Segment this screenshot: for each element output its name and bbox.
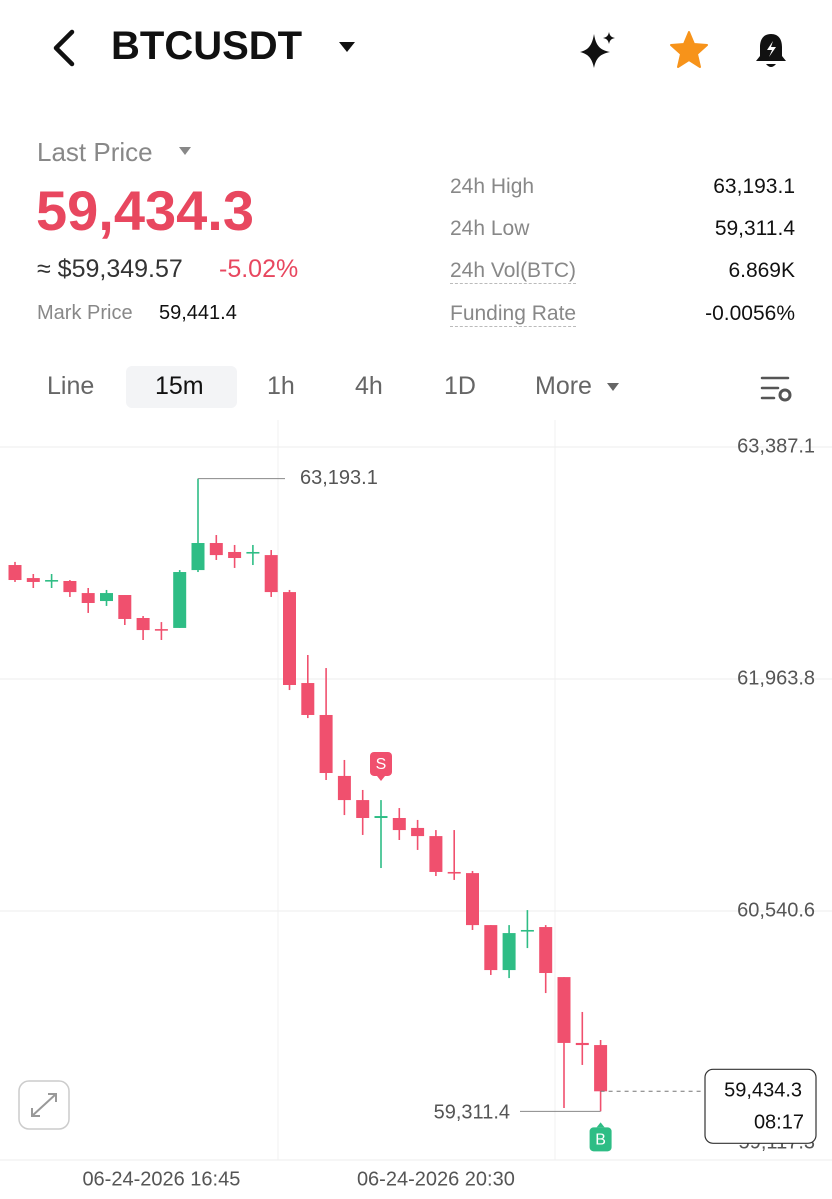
candle-body bbox=[356, 800, 370, 818]
marker-label: S bbox=[376, 756, 387, 773]
candle-body bbox=[539, 927, 553, 974]
last-price: 59,434.3 bbox=[36, 179, 254, 242]
last-price-label: 59,434.3 bbox=[724, 1080, 802, 1102]
marker-pointer bbox=[596, 1122, 605, 1128]
last-price-dropdown[interactable] bbox=[178, 146, 192, 156]
candle-body bbox=[191, 543, 205, 571]
stat-value: 63,193.1 bbox=[713, 175, 795, 198]
y-tick-label: 63,387.1 bbox=[737, 435, 815, 457]
candle-body bbox=[26, 578, 40, 582]
mark-price: 59,441.4 bbox=[159, 302, 237, 324]
tab[interactable]: 1h bbox=[267, 372, 295, 400]
stat-value: 6.869K bbox=[728, 259, 795, 282]
candle-body bbox=[392, 817, 406, 831]
last-price-box bbox=[704, 1068, 817, 1144]
candle-body bbox=[429, 836, 443, 872]
candle-body bbox=[136, 617, 150, 631]
candle-body bbox=[557, 977, 571, 1043]
candle-body bbox=[118, 595, 132, 619]
candle-body bbox=[154, 629, 168, 631]
candle-body bbox=[502, 933, 516, 971]
last-price-label[interactable]: Last Price bbox=[37, 137, 153, 167]
symbol-dropdown[interactable] bbox=[337, 40, 357, 54]
candle-body bbox=[447, 871, 461, 874]
candle-body bbox=[246, 551, 260, 554]
trade-marker: B bbox=[589, 1122, 612, 1152]
tab-selected[interactable]: 15m bbox=[155, 372, 204, 400]
stat-label[interactable]: 24h Vol(BTC) bbox=[450, 259, 577, 284]
marker-pointer bbox=[377, 775, 385, 781]
marker-badge bbox=[589, 1127, 612, 1152]
stat-label[interactable]: Funding Rate bbox=[450, 302, 577, 327]
tab[interactable]: 4h bbox=[355, 372, 383, 400]
stat-label: 24h High bbox=[450, 175, 535, 198]
candle-body bbox=[63, 580, 77, 593]
alert-bell[interactable] bbox=[752, 30, 790, 70]
candle-body bbox=[283, 592, 296, 685]
candle-body bbox=[264, 555, 278, 593]
y-tick-label: 61,963.8 bbox=[737, 667, 815, 689]
candle-body bbox=[319, 714, 333, 774]
more-dropdown[interactable] bbox=[606, 382, 620, 392]
candle-body bbox=[466, 873, 479, 926]
min-label: 59,311.4 bbox=[434, 1102, 510, 1124]
stat-label: 24h Low bbox=[450, 217, 530, 240]
tab[interactable]: 1D bbox=[444, 372, 476, 400]
countdown: 08:17 bbox=[754, 1112, 804, 1134]
ai-icon[interactable] bbox=[578, 30, 618, 70]
price-change: -5.02% bbox=[219, 255, 299, 283]
candle-body bbox=[209, 543, 223, 556]
candle-body bbox=[484, 925, 498, 971]
favorite-star[interactable] bbox=[668, 30, 710, 70]
candle-body bbox=[575, 1042, 589, 1046]
candle-body bbox=[520, 929, 534, 932]
candle-body bbox=[228, 551, 242, 559]
candle-body bbox=[100, 593, 113, 602]
approx-usd: ≈ $59,349.57 bbox=[37, 255, 183, 283]
stat-value: 59,311.4 bbox=[714, 217, 795, 240]
y-tick-label: 60,540.6 bbox=[737, 899, 815, 921]
back-button[interactable] bbox=[48, 28, 80, 68]
tab[interactable]: More bbox=[535, 372, 592, 400]
trade-marker: S bbox=[370, 751, 392, 781]
candle-body bbox=[81, 593, 95, 604]
x-tick-label: 06-24-2026 16:45 bbox=[82, 1168, 240, 1190]
stat-value: -0.0056% bbox=[705, 302, 795, 325]
max-label: 63,193.1 bbox=[300, 467, 378, 489]
candle-body bbox=[337, 775, 351, 801]
marker-label: B bbox=[595, 1132, 606, 1149]
candle-body bbox=[411, 827, 425, 837]
symbol[interactable]: BTCUSDT bbox=[111, 24, 303, 68]
expand-button[interactable] bbox=[18, 1080, 70, 1130]
candle-body bbox=[374, 816, 388, 818]
candle-body bbox=[45, 580, 59, 582]
tab-highlight bbox=[126, 366, 237, 408]
candle-body bbox=[594, 1045, 608, 1092]
candle-body bbox=[301, 683, 315, 715]
marker-badge bbox=[370, 751, 392, 776]
candle-body bbox=[8, 565, 22, 581]
tab[interactable]: Line bbox=[47, 372, 95, 400]
mark-price-label: Mark Price bbox=[37, 302, 133, 324]
candlestick-chart: 63,387.161,963.860,540.659,117.306-24-20… bbox=[0, 420, 832, 1190]
chart-settings[interactable] bbox=[760, 374, 794, 404]
x-tick-label: 06-24-2026 20:30 bbox=[357, 1168, 515, 1190]
candle-body bbox=[173, 572, 187, 628]
